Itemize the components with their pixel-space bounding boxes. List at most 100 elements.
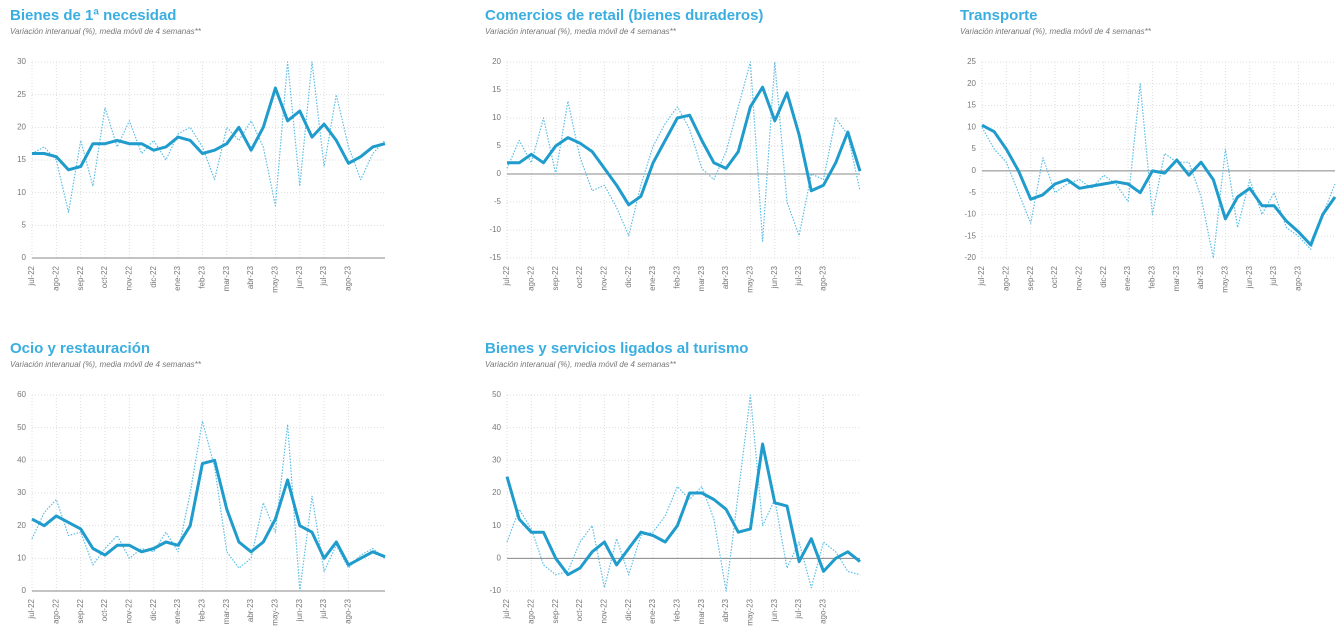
y-tick-label: 0 (497, 553, 502, 562)
chart-title: Bienes de 1ª necesidad (10, 7, 176, 24)
y-tick-label: 30 (17, 488, 26, 497)
x-tick-label: feb-23 (673, 598, 682, 621)
series-line (981, 123, 1337, 247)
y-tick-label: 40 (492, 423, 501, 432)
y-tick-label: 10 (17, 188, 26, 197)
x-tick-label: nov-22 (124, 265, 133, 290)
x-tick-label: jun-23 (295, 598, 304, 622)
x-tick-label: sep-22 (551, 598, 560, 623)
series-line (507, 85, 862, 207)
x-tick-label: jul-22 (502, 265, 511, 286)
x-tick-label: jun-23 (770, 265, 779, 289)
chart-subtitle: Variación interanual (%), media móvil de… (485, 360, 677, 369)
x-tick-label: may-23 (271, 265, 280, 292)
y-tick-label: 0 (972, 166, 977, 175)
chart-subtitle: Variación interanual (%), media móvil de… (10, 27, 202, 36)
x-tick-label: ene-23 (173, 598, 182, 623)
x-tick-label: jul-22 (502, 598, 511, 619)
series-line (31, 458, 386, 567)
series-line (32, 86, 386, 172)
x-tick-label: ago-22 (526, 598, 535, 623)
x-tick-label: abr-23 (1196, 265, 1205, 289)
y-tick-label: 10 (17, 553, 26, 562)
x-tick-label: may-23 (271, 598, 280, 625)
chart-subtitle: Variación interanual (%), media móvil de… (485, 27, 677, 36)
x-tick-label: mar-23 (697, 265, 706, 291)
x-tick-label: dic-22 (624, 598, 633, 620)
x-tick-label: feb-23 (673, 265, 682, 288)
x-tick-label: dic-22 (1099, 265, 1108, 287)
y-tick-label: 20 (967, 79, 976, 88)
x-tick-label: dic-22 (149, 598, 158, 620)
x-tick-label: jul-23 (319, 265, 328, 286)
x-tick-label: may-23 (1221, 265, 1230, 292)
x-tick-label: jul-22 (977, 265, 986, 286)
y-tick-label: -15 (964, 231, 976, 240)
y-tick-label: 25 (17, 90, 26, 99)
x-tick-label: feb-23 (198, 265, 207, 288)
chart-title: Bienes y servicios ligados al turismo (485, 340, 748, 357)
x-tick-label: ene-23 (173, 265, 182, 290)
x-tick-label: oct-22 (100, 598, 109, 621)
x-tick-label: nov-22 (599, 265, 608, 290)
y-tick-label: 60 (17, 390, 26, 399)
x-tick-label: mar-23 (222, 265, 231, 291)
y-tick-label: 0 (497, 169, 502, 178)
x-tick-label: dic-22 (149, 265, 158, 287)
series-line (505, 442, 861, 577)
y-tick-label: 5 (22, 220, 27, 229)
x-tick-label: ago-23 (344, 598, 353, 623)
x-tick-label: mar-23 (697, 598, 706, 624)
chart-title: Comercios de retail (bienes duraderos) (485, 7, 763, 24)
y-tick-label: 50 (492, 390, 501, 399)
x-tick-label: may-23 (746, 598, 755, 625)
series-line (506, 394, 861, 592)
x-tick-label: jun-23 (770, 598, 779, 622)
y-tick-label: -10 (964, 210, 976, 219)
y-tick-label: -15 (489, 253, 501, 262)
x-tick-label: ago-23 (1294, 265, 1303, 290)
y-tick-label: -10 (489, 225, 501, 234)
chart-title: Ocio y restauración (10, 340, 150, 357)
x-tick-label: nov-22 (124, 598, 133, 623)
x-tick-label: sep-22 (76, 265, 85, 290)
x-tick-label: jul-23 (794, 598, 803, 619)
x-tick-label: feb-23 (198, 598, 207, 621)
y-tick-label: 5 (972, 144, 977, 153)
y-tick-label: 25 (967, 57, 976, 66)
y-tick-label: 0 (22, 586, 27, 595)
series-line (506, 61, 861, 242)
x-tick-label: dic-22 (624, 265, 633, 287)
x-tick-label: abr-23 (721, 265, 730, 289)
y-tick-label: -5 (969, 188, 977, 197)
x-tick-label: ene-23 (648, 598, 657, 623)
x-tick-label: ene-23 (648, 265, 657, 290)
x-tick-label: may-23 (746, 265, 755, 292)
x-tick-label: ago-22 (526, 265, 535, 290)
y-tick-label: 20 (492, 488, 501, 497)
x-tick-label: sep-22 (76, 598, 85, 623)
series-line (31, 61, 386, 213)
y-tick-label: 0 (22, 253, 27, 262)
series-line (31, 420, 386, 592)
x-tick-label: ago-23 (819, 598, 828, 623)
x-tick-label: jul-23 (794, 265, 803, 286)
x-tick-label: sep-22 (551, 265, 560, 290)
y-tick-label: 40 (17, 455, 26, 464)
x-tick-label: oct-22 (575, 265, 584, 288)
y-tick-label: 20 (492, 57, 501, 66)
y-tick-label: 15 (492, 85, 501, 94)
x-tick-label: ago-23 (344, 265, 353, 290)
chart-title: Transporte (960, 7, 1038, 24)
x-tick-label: jul-23 (1269, 265, 1278, 286)
x-tick-label: ago-22 (51, 265, 60, 290)
x-tick-label: jul-23 (319, 598, 328, 619)
x-tick-label: mar-23 (1172, 265, 1181, 291)
x-tick-label: ago-22 (51, 598, 60, 623)
y-tick-label: 20 (17, 521, 26, 530)
y-tick-label: 30 (492, 455, 501, 464)
x-tick-label: abr-23 (246, 265, 255, 289)
x-tick-label: nov-22 (599, 598, 608, 623)
y-tick-label: 20 (17, 122, 26, 131)
